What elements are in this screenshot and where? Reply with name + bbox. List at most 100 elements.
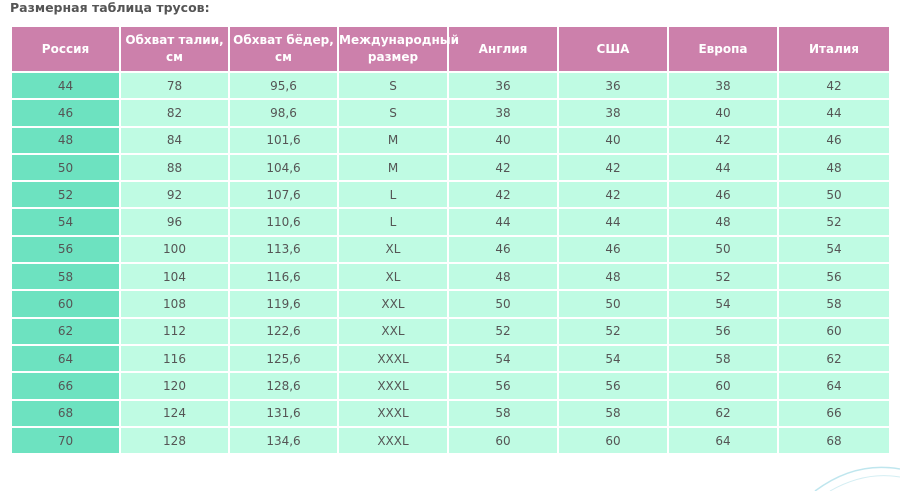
- table-cell: 40: [667, 98, 779, 128]
- table-cell: 40: [447, 125, 559, 155]
- table-cell: 68: [777, 425, 891, 456]
- table-cell: 54: [447, 343, 559, 374]
- table-cell: 104,6: [228, 152, 339, 183]
- table-cell: 110,6: [228, 207, 339, 237]
- table-cell: 50: [667, 234, 779, 265]
- table-cell: 62: [667, 398, 779, 428]
- table-cell: 88: [119, 152, 230, 183]
- table-cell: 104: [119, 262, 230, 292]
- table-cell: XXXL: [337, 371, 449, 401]
- table-cell: 42: [777, 70, 891, 101]
- table-cell: 60: [667, 371, 779, 401]
- table-cell: 42: [447, 152, 559, 183]
- table-cell: 96: [119, 207, 230, 237]
- table-cell: 92: [119, 180, 230, 210]
- table-cell: XXL: [337, 289, 449, 319]
- table-cell: 64: [777, 371, 891, 401]
- table-cell: 78: [119, 70, 230, 101]
- russia-size-cell: 66: [10, 371, 121, 401]
- table-cell: 42: [667, 125, 779, 155]
- table-cell: 50: [447, 289, 559, 319]
- table-cell: 38: [667, 70, 779, 101]
- size-table: Россия Обхват талии, см Обхват бёдер, см Ме…: [10, 25, 891, 456]
- table-cell: 46: [447, 234, 559, 265]
- table-cell: 134,6: [228, 425, 339, 456]
- russia-size-cell: 52: [10, 180, 121, 210]
- table-cell: 50: [777, 180, 891, 210]
- table-row: 62 112 122,6 XXL 52 52 56 60: [10, 316, 891, 346]
- table-cell: 113,6: [228, 234, 339, 265]
- table-cell: 46: [777, 125, 891, 155]
- table-cell: 44: [777, 98, 891, 128]
- russia-size-cell: 58: [10, 262, 121, 292]
- russia-size-cell: 60: [10, 289, 121, 319]
- russia-size-cell: 56: [10, 234, 121, 265]
- table-caption: Размерная таблица трусов:: [10, 0, 210, 15]
- table-cell: 101,6: [228, 125, 339, 155]
- column-header: США: [557, 25, 669, 73]
- table-cell: 120: [119, 371, 230, 401]
- table-body: 44 78 95,6 S 36 36 38 42 46 82 98,6 S 38 38 40 44 48 84 10…: [10, 70, 891, 456]
- table-cell: XL: [337, 234, 449, 265]
- decorative-wave-graphic: [814, 466, 900, 491]
- table-cell: L: [337, 207, 449, 237]
- table-cell: 56: [667, 316, 779, 346]
- table-cell: 107,6: [228, 180, 339, 210]
- table-row: 48 84 101,6 M 40 40 42 46: [10, 125, 891, 155]
- table-cell: 42: [447, 180, 559, 210]
- table-cell: 116,6: [228, 262, 339, 292]
- table-cell: 122,6: [228, 316, 339, 346]
- table-cell: 62: [777, 343, 891, 374]
- table-cell: 100: [119, 234, 230, 265]
- table-row: 64 116 125,6 XXXL 54 54 58 62: [10, 343, 891, 374]
- column-header: Обхват талии, см: [119, 25, 230, 73]
- table-cell: 44: [557, 207, 669, 237]
- table-cell: XXL: [337, 316, 449, 346]
- table-cell: M: [337, 125, 449, 155]
- table-cell: 58: [557, 398, 669, 428]
- table-cell: 40: [557, 125, 669, 155]
- table-cell: 125,6: [228, 343, 339, 374]
- table-cell: S: [337, 70, 449, 101]
- column-header: Международный размер: [337, 25, 459, 73]
- russia-size-cell: 50: [10, 152, 121, 183]
- column-header: Италия: [777, 25, 891, 73]
- table-row: 50 88 104,6 M 42 42 44 48: [10, 152, 891, 183]
- table-row: 56 100 113,6 XL 46 46 50 54: [10, 234, 891, 265]
- table-cell: 128,6: [228, 371, 339, 401]
- table-cell: 52: [447, 316, 559, 346]
- table-cell: 112: [119, 316, 230, 346]
- table-cell: 48: [667, 207, 779, 237]
- table-cell: 108: [119, 289, 230, 319]
- table-cell: 52: [777, 207, 891, 237]
- table-cell: L: [337, 180, 449, 210]
- table-row: 70 128 134,6 XXXL 60 60 64 68: [10, 425, 891, 456]
- table-cell: 60: [447, 425, 559, 456]
- russia-size-cell: 68: [10, 398, 121, 428]
- table-cell: 98,6: [228, 98, 339, 128]
- table-row: 44 78 95,6 S 36 36 38 42: [10, 70, 891, 101]
- table-cell: 52: [557, 316, 669, 346]
- table-cell: XXXL: [337, 425, 449, 456]
- table-cell: 54: [557, 343, 669, 374]
- russia-size-cell: 64: [10, 343, 121, 374]
- table-cell: 42: [557, 152, 669, 183]
- table-cell: 66: [777, 398, 891, 428]
- table-row: 54 96 110,6 L 44 44 48 52: [10, 207, 891, 237]
- table-cell: 124: [119, 398, 230, 428]
- table-cell: 116: [119, 343, 230, 374]
- table-cell: 48: [777, 152, 891, 183]
- column-header: Обхват бёдер, см: [228, 25, 339, 73]
- table-cell: 58: [777, 289, 891, 319]
- table-cell: 52: [667, 262, 779, 292]
- russia-size-cell: 54: [10, 207, 121, 237]
- table-cell: 95,6: [228, 70, 339, 101]
- table-cell: 38: [447, 98, 559, 128]
- table-cell: 84: [119, 125, 230, 155]
- table-cell: 54: [777, 234, 891, 265]
- table-cell: 56: [447, 371, 559, 401]
- russia-size-cell: 62: [10, 316, 121, 346]
- table-cell: 38: [557, 98, 669, 128]
- column-header: Европа: [667, 25, 779, 73]
- table-cell: 58: [447, 398, 559, 428]
